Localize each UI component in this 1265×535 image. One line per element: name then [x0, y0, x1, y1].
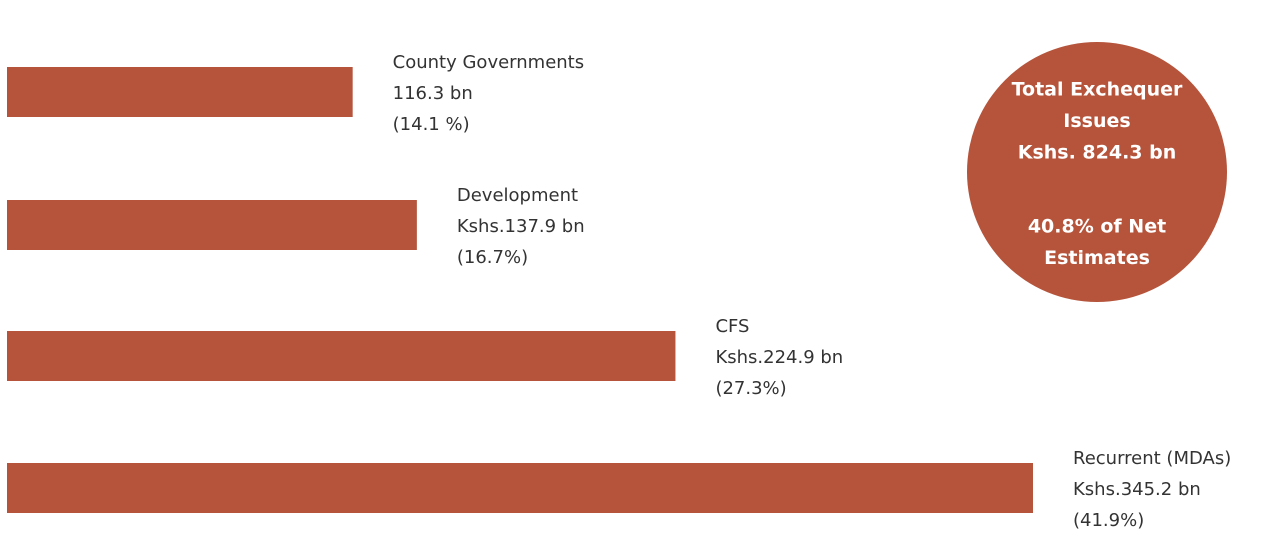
summary-circle [967, 42, 1227, 302]
value-label: Kshs.345.2 bn [1073, 479, 1201, 500]
share-label: (41.9%) [1073, 510, 1144, 531]
share-label: (16.7%) [457, 247, 528, 268]
bar [7, 200, 417, 250]
value-label: Kshs.224.9 bn [715, 347, 843, 368]
summary-text: Issues [1063, 110, 1130, 132]
summary-text: 40.8% of Net [1028, 216, 1166, 238]
category-label: County Governments [393, 52, 584, 73]
bar [7, 331, 676, 381]
summary-text: Estimates [1044, 247, 1150, 269]
category-label: Development [457, 185, 578, 206]
value-label: Kshs.137.9 bn [457, 216, 585, 237]
summary-text: Kshs. 824.3 bn [1018, 142, 1177, 164]
summary-text: Total Exchequer [1012, 79, 1183, 101]
share-label: (14.1 %) [393, 114, 470, 135]
bar [7, 463, 1033, 513]
share-label: (27.3%) [715, 378, 786, 399]
category-label: Recurrent (MDAs) [1073, 448, 1231, 469]
value-label: 116.3 bn [393, 83, 473, 104]
category-label: CFS [715, 316, 749, 337]
bar [7, 67, 353, 117]
